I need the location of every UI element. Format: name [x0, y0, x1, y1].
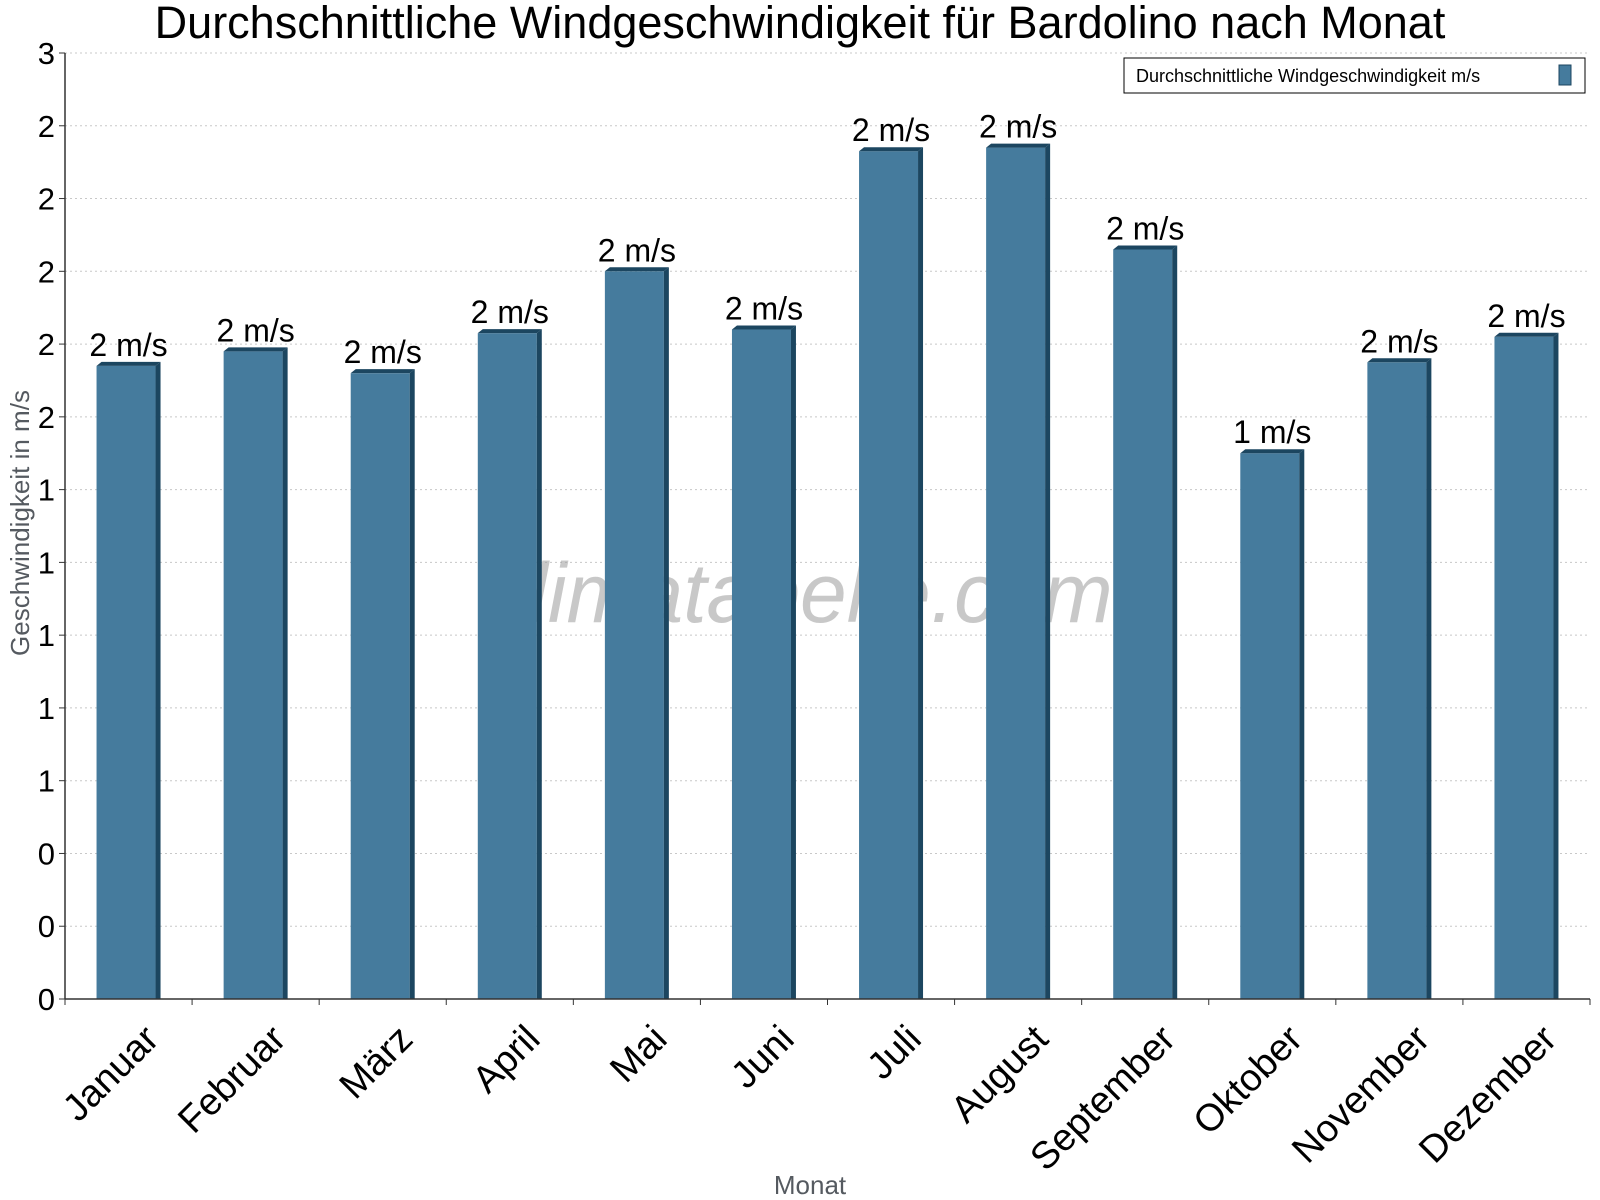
axes	[59, 52, 1591, 1005]
bar-top	[859, 147, 924, 152]
y-tick-label: 0	[38, 909, 55, 944]
x-tick-label: Juni	[723, 1018, 802, 1097]
y-tick-label: 2	[38, 327, 55, 362]
bar-side	[1299, 449, 1305, 999]
data-label: 2 m/s	[1487, 298, 1565, 334]
bar-face	[986, 147, 1046, 1000]
bar-side	[282, 347, 288, 999]
data-label: 2 m/s	[979, 109, 1057, 145]
y-tick-label: 0	[38, 982, 55, 1017]
bar-face	[859, 151, 919, 999]
data-label: 2 m/s	[725, 291, 803, 327]
legend-box	[1123, 57, 1586, 94]
bar-side	[1553, 332, 1559, 999]
y-tick-label: 1	[38, 618, 55, 653]
data-label: 2 m/s	[89, 327, 167, 363]
x-tick-label: April	[465, 1018, 548, 1101]
bar-face	[223, 351, 283, 999]
bar	[350, 369, 415, 1000]
bar	[604, 267, 669, 999]
bar-top	[986, 143, 1051, 148]
y-tick-label: 2	[38, 109, 55, 144]
data-labels: 2 m/s 2 m/s 2 m/s 2 m/s 2 m/s 2 m/s 2 m/s 2 m/s…	[89, 109, 1565, 451]
y-tick-labels: 0 0 0 1 1 1 1 1 2 2 2 2 2 3	[38, 36, 55, 1017]
bar-side	[790, 325, 796, 999]
bar-top	[1494, 332, 1559, 337]
bar-side	[663, 267, 669, 999]
bar	[96, 361, 161, 999]
bar-top	[604, 267, 669, 272]
y-tick-label: 0	[38, 836, 55, 871]
data-label: 2 m/s	[344, 334, 422, 370]
bar-top	[731, 325, 796, 330]
y-tick-label: 1	[38, 691, 55, 726]
bar-top	[223, 347, 288, 352]
x-tick-label: August	[943, 1018, 1057, 1132]
bar-side	[918, 147, 924, 999]
bar-face	[1367, 362, 1427, 999]
x-tick-label: November	[1284, 1018, 1438, 1172]
bar-side	[1172, 245, 1178, 999]
bar	[1113, 245, 1178, 999]
bar	[1240, 449, 1305, 999]
y-tick-label: 1	[38, 764, 55, 799]
x-tick-label: Oktober	[1186, 1018, 1312, 1144]
bar-side	[155, 361, 161, 999]
chart-title: Durchschnittliche Windgeschwindigkeit fü…	[155, 0, 1446, 48]
bar-face	[477, 333, 537, 1000]
x-tick-label: Februar	[170, 1018, 294, 1142]
bar	[986, 143, 1051, 1000]
x-tick-label: März	[332, 1018, 421, 1107]
x-axis-label: Monat	[774, 1170, 847, 1200]
bar-face	[1240, 453, 1300, 999]
bar-top	[350, 369, 415, 374]
bar-face	[350, 373, 410, 1000]
gridlines	[65, 52, 1590, 927]
bar-top	[1367, 358, 1432, 363]
bar-face	[1113, 249, 1173, 999]
y-tick-label: 2	[38, 400, 55, 435]
data-label: 2 m/s	[852, 112, 930, 148]
x-tick-labels: Januar Februar März April Mai Juni Juli AugustS…	[55, 1018, 1565, 1179]
y-tick-label: 2	[38, 254, 55, 289]
bar-side	[1426, 358, 1432, 999]
data-label: 2 m/s	[1360, 323, 1438, 359]
bar	[1367, 358, 1432, 999]
bar-face	[604, 271, 664, 999]
legend: Durchschnittliche Windgeschwindigkeit m/…	[1123, 57, 1586, 94]
bar-top	[1240, 449, 1305, 454]
bar-top	[1113, 245, 1178, 250]
bar	[223, 347, 288, 999]
bar-face	[1494, 336, 1554, 999]
y-tick-label: 1	[38, 473, 55, 508]
data-label: 2 m/s	[471, 294, 549, 330]
bar-side	[409, 369, 415, 1000]
bar	[859, 147, 924, 999]
data-label: 2 m/s	[598, 232, 676, 268]
bar-top	[96, 361, 161, 366]
y-axis-label: Geschwindigkeit in m/s	[5, 390, 35, 656]
data-label: 2 m/s	[217, 312, 295, 348]
y-tick-label: 1	[38, 545, 55, 580]
bar-side	[536, 329, 542, 1000]
x-tick-label: Dezember	[1411, 1018, 1565, 1172]
x-tick-label: Januar	[55, 1018, 167, 1130]
y-tick-label: 2	[38, 182, 55, 217]
legend-swatch	[1558, 64, 1572, 86]
x-tick-label: Juli	[860, 1018, 930, 1088]
y-tick-label: 3	[38, 36, 55, 71]
bar-face	[96, 365, 156, 999]
bars-group	[96, 143, 1559, 1000]
legend-label: Durchschnittliche Windgeschwindigkeit m/…	[1136, 66, 1480, 86]
bar	[1494, 332, 1559, 999]
bar-side	[1045, 143, 1051, 1000]
bar-face	[731, 329, 791, 999]
bar-top	[477, 329, 542, 334]
bar	[477, 329, 542, 1000]
data-label: 1 m/s	[1233, 414, 1311, 450]
bar	[731, 325, 796, 999]
data-label: 2 m/s	[1106, 210, 1184, 246]
x-tick-label: Mai	[602, 1018, 675, 1091]
